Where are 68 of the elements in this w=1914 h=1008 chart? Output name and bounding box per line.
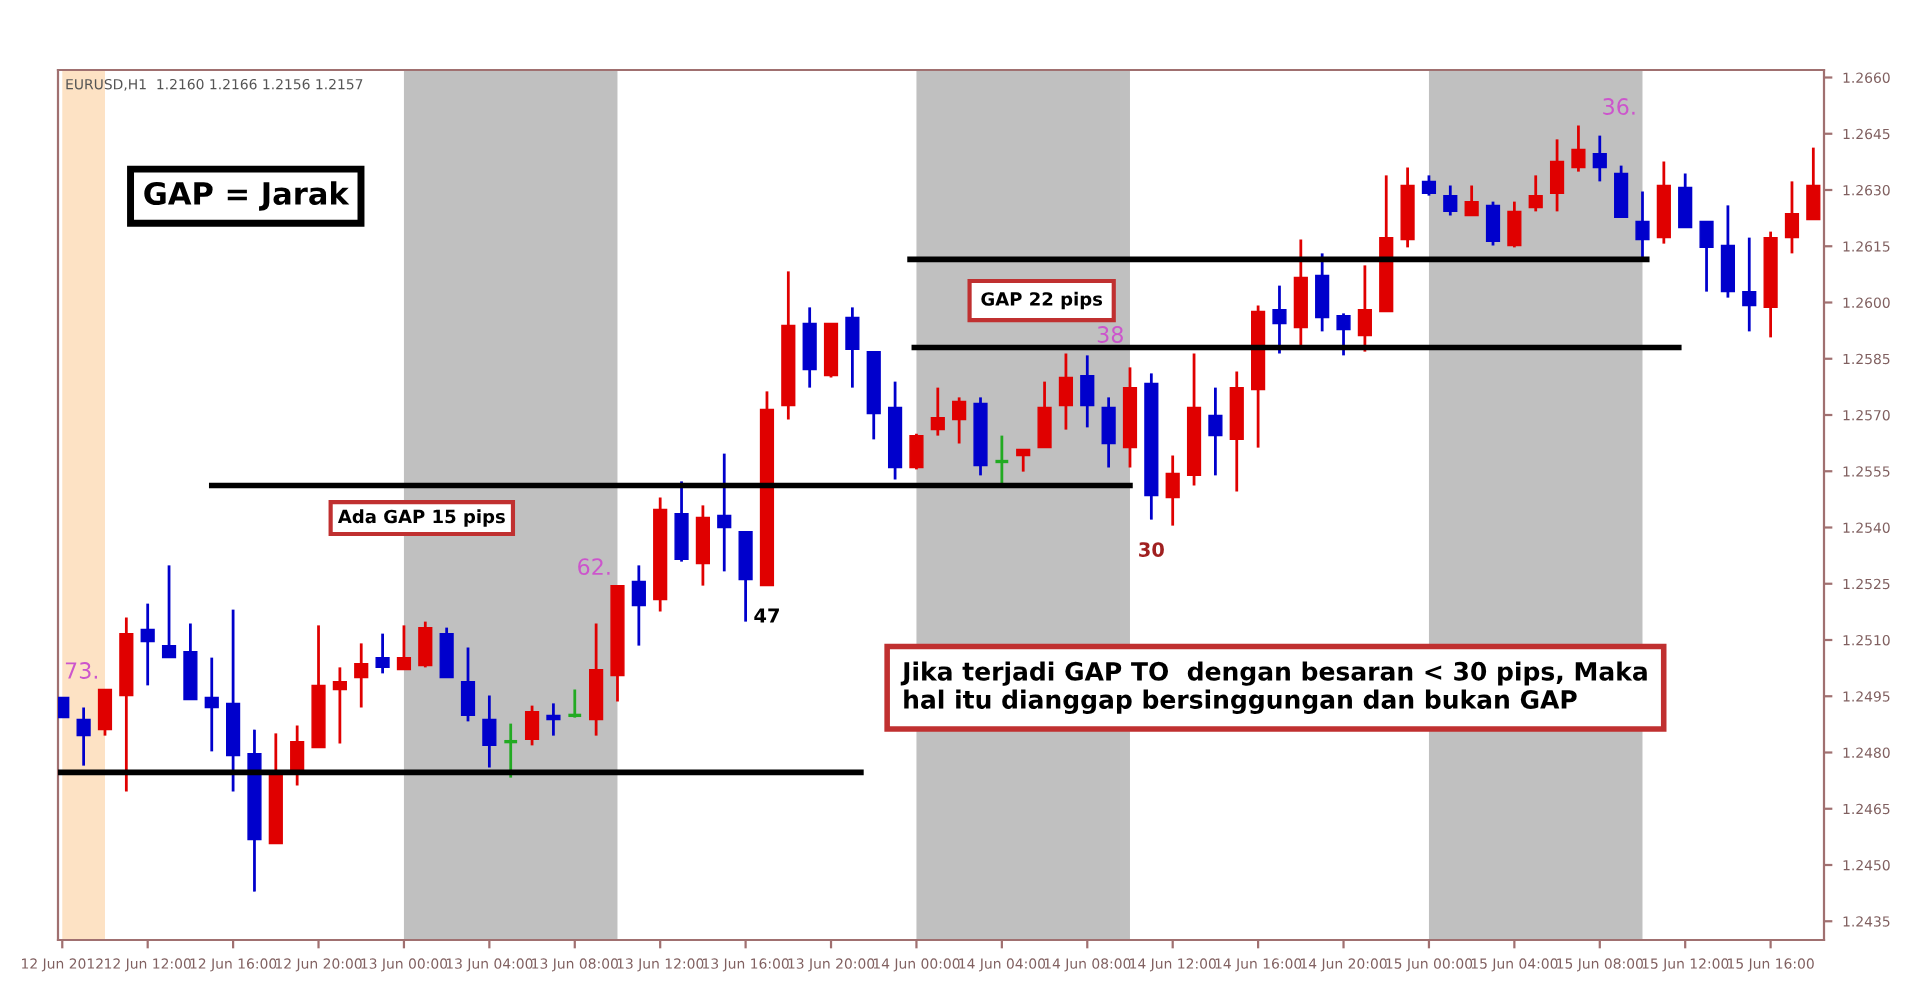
candlestick [354,641,369,709]
candlestick [1485,200,1501,247]
candlestick [930,386,945,438]
annotation: 47 [754,608,779,623]
annotation: GAP 22 pips [981,291,1103,310]
candlestick [482,694,497,769]
band-label: 38 [1097,326,1123,343]
candlestick [1699,220,1714,294]
band-label: 73. [65,662,98,679]
candlestick [502,722,519,780]
candlestick [460,646,476,723]
candlestick [738,530,753,624]
annotation: 30 [1139,542,1164,557]
candlestick [58,696,70,719]
annotation: GAP = Jarak [144,181,350,211]
candlestick [161,563,177,660]
candlestick [1016,448,1031,474]
candlestick [1742,236,1757,333]
candlestick [1165,454,1180,528]
band-label: 36. [1603,98,1635,115]
candlestick [1336,311,1351,357]
candlestick [993,434,1010,486]
candlestick [1635,190,1650,259]
candlestick [1421,173,1437,198]
candlestick [717,452,732,573]
candlestick [375,632,390,675]
candlestick [845,305,860,390]
candlestick [97,688,113,738]
candlestick [909,432,924,471]
candlestick [674,479,689,564]
candlestick [1080,353,1095,429]
candlestick [1315,251,1330,333]
candlestick [1357,263,1372,354]
candlestick [204,656,219,753]
candlestick [1528,173,1543,213]
candlestick [1784,179,1800,255]
candlestick [1592,134,1607,183]
annotation: Jika terjadi GAP TO dengan besaran < 30 pips, Maka hal itu dianggap bersinggungan dan bukan GAP [900,661,1647,714]
candlestick [1549,137,1565,213]
band-label: 62. [578,558,610,576]
candlestick [1571,124,1586,174]
candlestick [1037,380,1052,450]
candlestick [566,688,583,720]
candlestick [140,602,155,687]
annotation: Ada GAP 15 pips [337,509,505,527]
candlestick [1678,172,1693,229]
candlestick [396,623,412,672]
candlestick [332,665,347,745]
candlestick [1058,352,1074,432]
candlestick [1208,386,1223,477]
candlestick [76,706,91,768]
candlestick [1272,284,1287,355]
candlestick [1507,200,1522,249]
candlestick [1720,203,1736,300]
candlestick [183,622,198,702]
candlestick [695,503,711,588]
candlestick [1443,184,1458,217]
candlestick [1101,395,1116,469]
candlestick [418,620,433,669]
candlestick [1806,146,1821,222]
candlestick [802,305,817,390]
candlestick [952,395,967,445]
candlestick [546,701,561,738]
candlestick [439,626,454,679]
candlestick [1464,184,1479,217]
candlestick [1614,164,1629,219]
candlestick [631,563,646,648]
candlestick [524,704,540,747]
